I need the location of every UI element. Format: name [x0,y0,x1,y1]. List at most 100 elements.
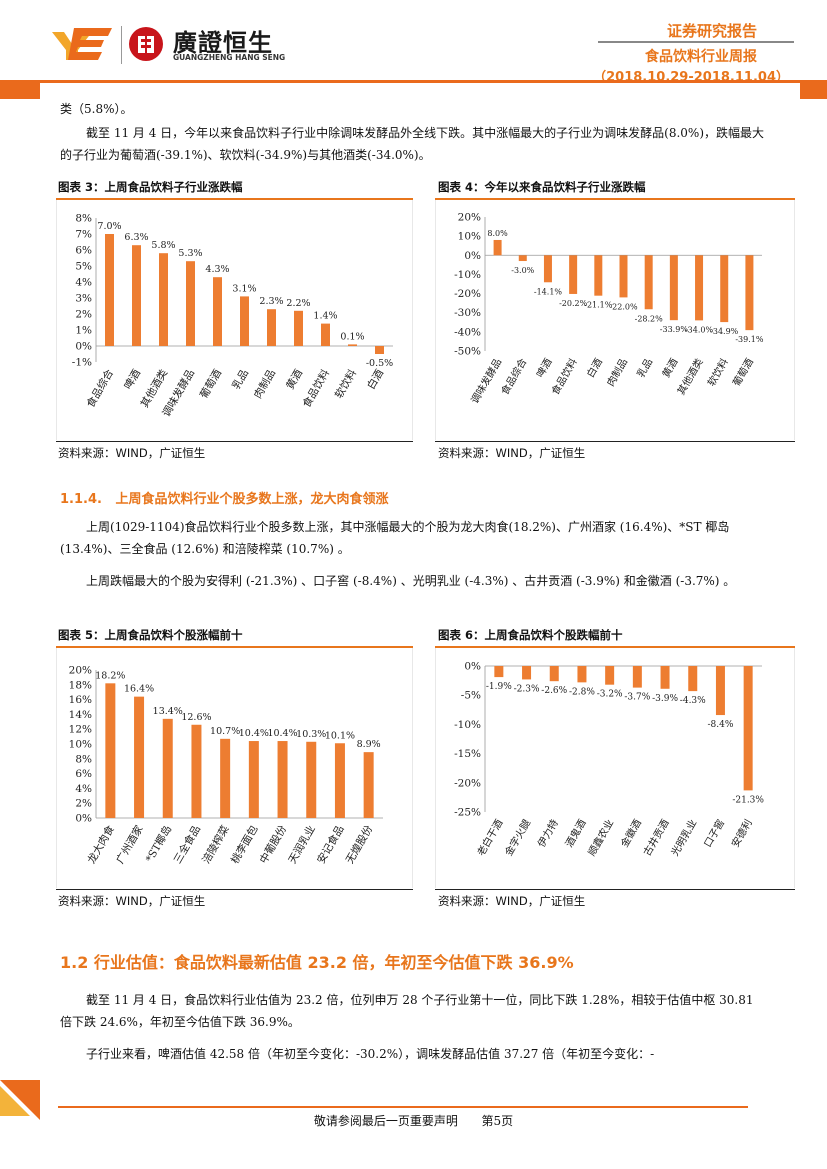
category-label: 龙大肉食 [85,823,118,866]
category-label: 乳品 [229,367,251,392]
y-tick-label: 0% [75,341,92,353]
data-label: -2.6% [541,686,567,696]
figure-4-rule [435,198,795,200]
bar [186,261,195,346]
bar [543,255,552,283]
data-label: -20.2% [559,299,588,308]
bar [494,666,504,678]
figure-6-frame [435,648,795,888]
paragraph-valuation: 截至 11 月 4 日，食品饮料行业估值为 23.2 倍，位列申万 28 个子行… [60,993,754,1029]
figure-3-frame [56,200,413,440]
category-label: 黄酒 [659,356,680,380]
data-label: -39.1% [735,335,764,344]
y-tick-label: 20% [458,212,481,224]
y-tick-label: -15% [454,748,481,760]
bar [240,296,249,346]
bar [321,323,330,346]
page-number: 第5页 [481,1114,514,1128]
category-label: 口子窖 [701,817,727,849]
bar [743,666,753,791]
figure-6-rule [435,646,795,648]
category-label: 三全食品 [171,823,203,866]
seal-icon [129,27,163,61]
y-tick-label: -5% [461,690,481,702]
bar [669,255,678,321]
bar [577,666,587,683]
figure-3-source: 资料来源：WIND，广证恒生 [58,446,206,460]
category-label: 啤酒 [121,367,143,392]
company-logo-icon [52,28,112,60]
y-tick-label: 16% [69,694,92,706]
data-label: -14.1% [534,287,563,296]
y-tick-label: -20% [454,288,481,300]
data-label: 13.4% [153,706,183,717]
figure-6-bottom-rule [435,889,795,890]
category-label: 天润乳业 [286,823,318,866]
bar [493,239,502,256]
bar [720,255,729,323]
bar [522,666,532,680]
category-label: 软饮料 [332,367,359,401]
category-label: 老白干酒 [474,817,505,858]
y-tick-label: -40% [454,326,481,338]
bar [375,346,384,354]
data-label: 2.3% [259,296,283,307]
bar [660,666,670,689]
data-label: 12.6% [181,712,211,723]
bar [632,666,642,688]
category-label: 桃李面包 [228,823,261,866]
figure-4-source: 资料来源：WIND，广证恒生 [438,446,586,460]
figure-5-chart: 20% 18% 16% 14% 12% 10% 8% 6% 4% 2% 0% 18.2% 龙大肉食 16.… [69,665,383,866]
category-label: 顺鑫农业 [585,817,616,858]
bar [745,255,754,331]
bar [549,666,559,682]
y-tick-label: 6% [75,768,92,780]
bar [363,752,374,818]
category-label: 金徽酒 [618,817,644,849]
data-label: -2.3% [514,684,540,694]
bar [213,277,222,346]
data-label: -3.9% [652,694,678,704]
category-label: 金字火腿 [502,817,533,858]
y-tick-label: 20% [69,665,92,677]
category-label: 肉制品 [251,367,278,401]
figure-5-frame [56,648,413,888]
y-tick-label: -1% [72,357,92,369]
category-label: 中葡股份 [257,823,290,866]
category-label: 调味发酵品 [468,356,504,406]
bar [191,724,202,818]
category-label: *ST椰岛 [143,823,174,865]
bar [594,255,603,296]
header: 廣證恒生 GUANGZHENG HANG SENG 证券研究报告 食品饮料行业周… [0,0,827,100]
category-label: 白酒 [364,367,386,392]
y-tick-label: 2% [75,309,92,321]
brand-name-cn: 廣證恒生 [173,29,273,57]
bar [619,255,628,298]
data-label: 5.3% [178,248,202,259]
data-label: 1.4% [313,311,337,322]
paragraph-continuation: 类（5.8%）。 [60,102,133,116]
category-label: 黄酒 [283,367,305,392]
y-tick-label: 4% [75,277,92,289]
data-label: -2.8% [569,687,595,697]
bar [715,666,725,716]
bar [306,741,317,818]
category-label: 古井贡酒 [640,817,671,858]
footer-corner-icon [0,1080,40,1120]
figure-6-source: 资料来源：WIND，广证恒生 [438,894,586,908]
paragraph-subsector-valuation: 子行业来看，啤酒估值 42.58 倍（年初至今变化：-30.2%），调味发酵品估… [86,1047,655,1061]
y-tick-label: -30% [454,307,481,319]
figure-6-chart: 0% -5% -10% -15% -20% -25% -1.9% 老白干酒 -2.3% 金字火腿 -… [454,661,764,859]
figure-6-title: 图表 6：上周食品饮料个股跌幅前十 [438,628,623,642]
category-label: 食品饮料 [300,367,333,410]
figure-5-source: 资料来源：WIND，广证恒生 [58,894,206,908]
y-tick-label: 8% [75,753,92,765]
footer-disclaimer: 敬请参阅最后一页重要声明 [313,1114,458,1128]
figure-3-rule [56,198,413,200]
bar [220,738,231,818]
category-label: 广州酒家 [113,823,146,866]
category-label: 葡萄酒 [197,367,224,401]
data-label: -34.0% [685,325,714,334]
section-1-1-4-heading: 1.1.4. 上周食品饮料行业个股多数上涨，龙大肉食领涨 [60,492,389,507]
figure-4-title: 图表 4：今年以来食品饮料子行业涨跌幅 [438,180,646,194]
